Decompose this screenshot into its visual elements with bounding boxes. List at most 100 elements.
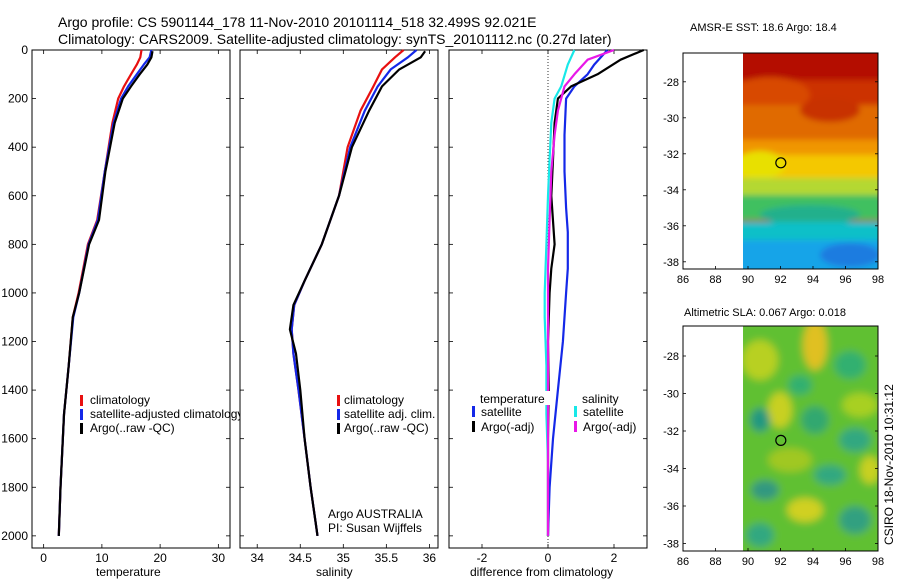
sst-map-title: AMSR-E SST: 18.6 Argo: 18.4 <box>690 22 837 34</box>
temperature-x-axis: 0 10 20 30 <box>40 50 225 565</box>
lon-tick-label: 86 <box>677 274 689 286</box>
float-program-label: Argo AUSTRALIA <box>328 507 423 521</box>
sst-map-panel: AMSR-E SST: 18.6 Argo: 18.4 86 88 90 92 94 96… <box>663 22 884 286</box>
legend-title-salinity: salinity <box>582 392 619 406</box>
lat-tick-label: -28 <box>663 351 679 363</box>
difference-series <box>543 48 645 536</box>
lon-tick-label: 88 <box>709 274 721 286</box>
depth-tick-label: 1000 <box>1 286 28 300</box>
depth-tick-label: 400 <box>8 140 28 154</box>
temperature-xlabel: temperature <box>96 565 161 579</box>
x-tick-label: 34 <box>251 551 265 565</box>
x-tick-label: 0 <box>40 551 47 565</box>
lat-tick-label: -32 <box>663 149 679 161</box>
lon-tick-label: 96 <box>839 556 851 568</box>
series-line-salinity-argo-adj- <box>546 48 615 536</box>
lon-tick-label: 90 <box>742 556 754 568</box>
lon-tick-label: 92 <box>774 556 786 568</box>
legend-swatch-argo <box>80 423 83 434</box>
legend-title-background <box>465 391 555 405</box>
temperature-panel: 0 200 400 600 800 1000 1200 1400 1600 1800 2000 0 1… <box>1 43 243 579</box>
lat-tick-label: -30 <box>663 389 679 401</box>
header-line-1: Argo profile: CS 5901144_178 11-Nov-2010… <box>58 14 536 30</box>
legend-label-sal-satellite: satellite <box>583 405 624 419</box>
argo-float-marker <box>775 434 787 446</box>
lon-tick-label: 94 <box>807 556 819 568</box>
series-line-temperature-satellite <box>546 49 609 536</box>
argo-float-marker <box>775 157 787 169</box>
x-tick-label: 35.5 <box>375 551 399 565</box>
lat-tick-label: -34 <box>663 464 679 476</box>
principal-investigator-label: PI: Susan Wijffels <box>328 521 422 535</box>
csiro-timestamp: CSIRO 18-Nov-2010 10:31:12 <box>882 384 896 545</box>
x-tick-label: 20 <box>153 551 167 565</box>
legend-label-climatology: climatology <box>344 393 404 407</box>
depth-tick-label: 1200 <box>1 335 28 349</box>
difference-xlabel: difference from climatology <box>470 565 613 579</box>
salinity-axes-box <box>239 49 439 549</box>
depth-tick-label: 200 <box>8 92 28 106</box>
lat-tick-label: -36 <box>663 221 679 233</box>
temperature-series <box>57 49 154 536</box>
x-tick-label: 2 <box>611 551 618 565</box>
temperature-legend: climatology satellite-adjusted climatolo… <box>80 393 243 435</box>
legend-label-temp-satellite: satellite <box>481 405 522 419</box>
legend-label-argo: Argo(..raw -QC) <box>90 421 175 435</box>
header-line-2: Climatology: CARS2009. Satellite-adjuste… <box>58 31 612 47</box>
depth-tick-label: 600 <box>8 189 28 203</box>
depth-axis: 0 200 400 600 800 1000 1200 1400 1600 1800 2000 <box>1 43 230 543</box>
lon-tick-label: 90 <box>742 274 754 286</box>
x-tick-label: 36 <box>423 551 437 565</box>
salinity-y-ticks <box>240 49 438 537</box>
x-tick-label: 10 <box>95 551 109 565</box>
sla-heatmap <box>743 326 878 551</box>
legend-label-argo: Argo(..raw -QC) <box>344 421 429 435</box>
depth-tick-label: 1800 <box>1 480 28 494</box>
lat-tick-label: -30 <box>663 113 679 125</box>
lat-tick-label: -34 <box>663 185 679 197</box>
x-tick-label: 35 <box>337 551 351 565</box>
depth-tick-label: 800 <box>8 237 28 251</box>
difference-legend: temperature satellite Argo(-adj) salinit… <box>465 391 636 434</box>
lon-tick-label: 92 <box>774 274 786 286</box>
legend-label-sal-argo: Argo(-adj) <box>583 420 636 434</box>
x-tick-label: 34.5 <box>289 551 313 565</box>
sla-axis-ticks: 86 88 90 92 94 96 98 -28 -30 -32 -34 -36 -38 <box>663 351 884 568</box>
series-line-argo-raw-qc- <box>57 51 154 536</box>
legend-swatch-argo <box>337 423 340 434</box>
series-line-argo-raw-qc- <box>288 50 426 537</box>
salinity-x-axis: 34 34.5 35 35.5 36 <box>251 50 437 565</box>
salinity-legend: climatology satellite adj. clim. Argo(..… <box>337 393 435 435</box>
difference-panel: -2 0 2 difference from climatology tempera… <box>448 48 648 579</box>
sst-axis-ticks: 86 88 90 92 94 96 98 -28 -30 -32 -34 -36 -38 <box>663 77 884 286</box>
legend-swatch-temp-argo <box>472 421 475 432</box>
salinity-series <box>288 49 426 537</box>
legend-swatch-climatology <box>337 395 340 406</box>
depth-tick-label: 2000 <box>1 529 28 543</box>
legend-swatch-climatology <box>80 395 83 406</box>
legend-swatch-sal-argo <box>574 421 577 432</box>
lat-tick-label: -36 <box>663 501 679 513</box>
lon-tick-label: 88 <box>709 556 721 568</box>
legend-label-climatology: climatology <box>90 393 150 407</box>
lat-tick-label: -38 <box>663 539 679 551</box>
legend-swatch-sal-satellite <box>574 406 577 417</box>
lon-tick-label: 86 <box>677 556 689 568</box>
x-tick-label: 0 <box>545 551 552 565</box>
lon-tick-label: 98 <box>872 274 884 286</box>
legend-swatch-satellite-adjusted <box>80 409 83 420</box>
sla-map-panel: Altimetric SLA: 0.067 Argo: 0.018 <box>663 307 884 568</box>
depth-tick-label: 1400 <box>1 383 28 397</box>
legend-label-satellite-adj: satellite adj. clim. <box>344 407 435 421</box>
legend-title-temperature: temperature <box>480 392 545 406</box>
salinity-panel: 34 34.5 35 35.5 36 salinity climatology sate… <box>239 49 439 579</box>
lat-tick-label: -38 <box>663 257 679 269</box>
legend-swatch-satellite-adj <box>337 409 340 420</box>
legend-label-temp-argo: Argo(-adj) <box>481 420 534 434</box>
lon-tick-label: 96 <box>839 274 851 286</box>
x-tick-label: 30 <box>212 551 226 565</box>
legend-swatch-temp-satellite <box>472 406 475 417</box>
lon-tick-label: 98 <box>872 556 884 568</box>
salinity-xlabel: salinity <box>316 565 353 579</box>
